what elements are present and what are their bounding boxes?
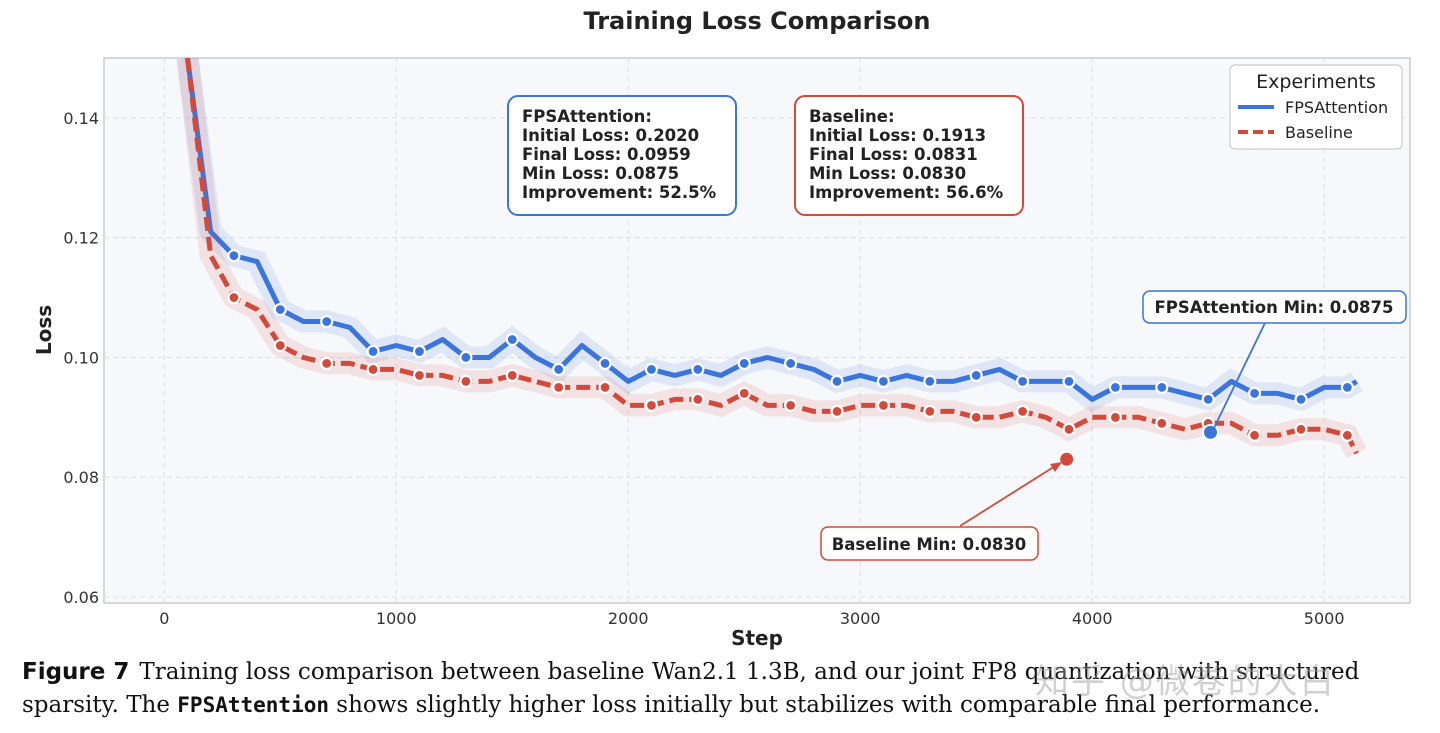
x-tick-label: 1000	[376, 609, 417, 628]
fpsattention-point	[1062, 374, 1076, 389]
baseline-point	[830, 404, 844, 418]
legend-title: Experiments	[1256, 71, 1376, 93]
x-tick-label: 0	[159, 609, 169, 628]
baseline-point	[366, 362, 380, 377]
fpsattention-point	[227, 249, 241, 263]
fpsattention-min-marker	[1202, 423, 1220, 441]
fpsattention-min-annotation: FPSAttention Min: 0.0875	[1142, 290, 1407, 429]
fpsattention-point	[459, 350, 473, 365]
stat-line: FPSAttention:	[522, 107, 652, 126]
fpsattention-point	[969, 368, 983, 383]
baseline-point	[644, 398, 659, 412]
x-tick-label: 5000	[1304, 609, 1345, 628]
fpsattention-point	[691, 362, 705, 377]
baseline-point	[505, 368, 519, 383]
y-tick-label: 0.12	[63, 229, 99, 248]
y-tick-label: 0.14	[63, 109, 99, 128]
baseline-point	[552, 380, 566, 394]
baseline-point	[412, 368, 427, 383]
baseline-point	[876, 398, 891, 412]
baseline-point	[1155, 416, 1169, 430]
fpsattention-point	[1294, 392, 1308, 406]
stat-line: Initial Loss: 0.2020	[522, 126, 699, 145]
x-tick-label: 3000	[840, 609, 881, 628]
fpsattention-point	[1247, 386, 1262, 400]
y-tick-label: 0.08	[63, 468, 99, 487]
baseline-point	[459, 374, 473, 389]
svg-text:FPSAttention Min: 0.0875: FPSAttention Min: 0.0875	[1155, 298, 1394, 317]
fpsattention-point	[366, 344, 380, 359]
x-tick-label: 4000	[1072, 609, 1113, 628]
baseline-point	[1294, 422, 1308, 436]
watermark: 知乎 @微卷的大白	[1035, 662, 1336, 702]
stat-line: Final Loss: 0.0959	[522, 145, 691, 164]
fpsattention-point	[784, 356, 798, 371]
legend-label-baseline: Baseline	[1285, 123, 1353, 142]
fpsattention-point	[412, 344, 427, 359]
chart-title: Training Loss Comparison	[583, 7, 930, 35]
baseline-point	[969, 410, 983, 424]
fpsattention-line	[185, 58, 1358, 402]
fpsattention-point	[1108, 380, 1122, 394]
baseline-point	[227, 290, 241, 305]
baseline-point	[691, 392, 705, 406]
fpsattention-stats-box: FPSAttention: Initial Loss: 0.2020 Final…	[507, 95, 737, 216]
fpsattention-point	[598, 356, 612, 371]
stat-line: Initial Loss: 0.1913	[809, 126, 986, 145]
stat-line: Min Loss: 0.0875	[522, 164, 679, 183]
x-axis-label: Step	[731, 626, 783, 650]
stat-line: Min Loss: 0.0830	[809, 164, 966, 183]
baseline-point	[1340, 428, 1354, 442]
fpsattention-point	[876, 374, 891, 389]
loss-chart: Training Loss Comparison 0 1000 2000 3000 40…	[32, 7, 1411, 650]
fpsattention-point	[830, 374, 844, 389]
figure-caption: Figure 7 Training loss comparison between…	[22, 656, 1432, 722]
fpsattention-point	[1016, 374, 1030, 389]
fpsattention-point	[923, 374, 937, 389]
stat-line: Baseline:	[809, 107, 895, 126]
caption-code: FPSAttention	[177, 693, 329, 717]
baseline-point	[1247, 428, 1262, 442]
baseline-point	[737, 386, 751, 400]
fpsattention-point	[552, 362, 566, 377]
stat-line: Final Loss: 0.0831	[809, 145, 978, 164]
baseline-min-annotation: Baseline Min: 0.0830	[820, 462, 1062, 561]
stat-line: Improvement: 56.6%	[809, 183, 1004, 202]
svg-text:Baseline Min: 0.0830: Baseline Min: 0.0830	[832, 535, 1027, 554]
baseline-point	[923, 404, 937, 418]
caption-text-end: shows slightly higher loss initially but…	[329, 692, 1321, 718]
fpsattention-point	[1201, 392, 1215, 406]
legend-label-fpsattention: FPSAttention	[1285, 98, 1388, 117]
fpsattention-point	[1340, 380, 1354, 394]
fpsattention-point	[320, 314, 334, 329]
baseline-point	[598, 380, 612, 394]
caption-text: Training loss comparison between baselin…	[22, 659, 1360, 718]
baseline-point	[320, 356, 334, 371]
baseline-line	[185, 58, 1359, 455]
fpsattention-point	[505, 332, 519, 347]
figure-label: Figure 7	[22, 659, 130, 685]
fpsattention-point	[737, 356, 751, 371]
baseline-min-marker	[1058, 450, 1076, 468]
plot-area	[103, 57, 1411, 604]
baseline-point	[1108, 410, 1122, 424]
baseline-point	[1062, 422, 1076, 436]
baseline-point	[784, 398, 798, 412]
x-tick-label: 2000	[608, 609, 649, 628]
fpsattention-point	[1155, 380, 1169, 394]
y-axis-label: Loss	[32, 305, 56, 355]
y-tick-label: 0.10	[63, 348, 99, 367]
fpsattention-point	[644, 362, 659, 377]
stat-line: Improvement: 52.5%	[522, 183, 717, 202]
legend: Experiments FPSAttention Baseline	[1229, 64, 1403, 150]
y-tick-label: 0.06	[63, 588, 99, 607]
baseline-point	[1016, 404, 1030, 418]
baseline-stats-box: Baseline: Initial Loss: 0.1913 Final Los…	[794, 95, 1024, 216]
baseline-point	[273, 338, 287, 353]
fpsattention-point	[273, 302, 287, 317]
